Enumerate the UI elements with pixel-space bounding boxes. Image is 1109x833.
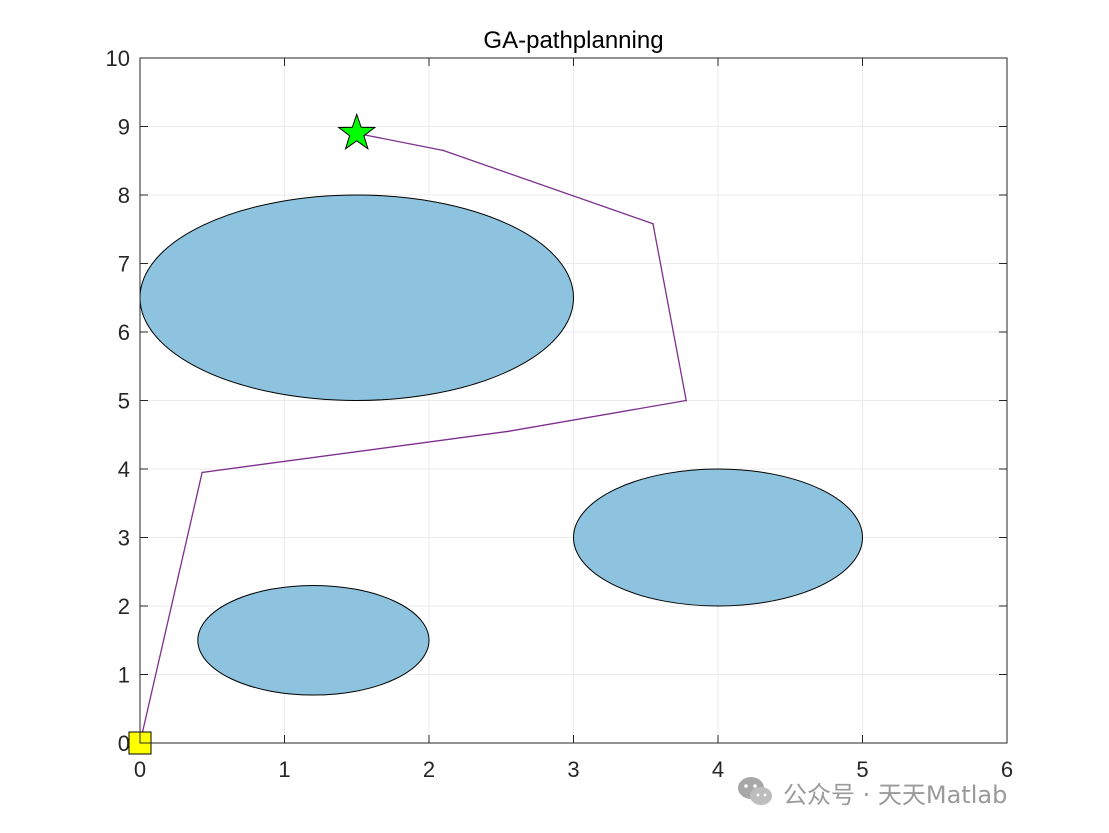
y-tick-label: 3 [118,526,130,551]
obstacle-1 [139,194,574,401]
x-tick-label: 0 [134,757,146,782]
path-point-3 [507,430,510,433]
y-tick-label: 1 [118,663,130,688]
x-tick-label: 2 [423,757,435,782]
goal-marker [337,112,377,150]
obstacle-2 [573,468,863,607]
chart-title: GA-pathplanning [483,27,663,54]
wechat-icon [738,777,772,805]
path-point-4 [685,399,688,402]
obstacle-3 [197,584,430,696]
watermark: 公众号 · 天天Matlab [735,770,1007,814]
watermark-text: 公众号 · 天天Matlab [783,780,1008,809]
path-point-2 [201,471,203,474]
path-point-6 [442,149,445,152]
x-tick-label: 1 [278,757,290,782]
y-tick-label: 7 [118,252,130,277]
x-tick-label: 3 [567,757,579,782]
y-tick-label: 2 [118,594,130,619]
y-tick-label: 9 [118,115,130,140]
y-tick-label: 8 [118,183,130,208]
x-tick-label: 6 [1001,757,1013,782]
path-point-5 [652,222,654,225]
y-tick-label: 0 [118,731,130,756]
y-tick-label: 4 [118,457,130,482]
x-tick-label: 4 [712,757,724,782]
ticks: 0 1 2 3 4 5 6 0 1 2 3 4 5 6 7 8 9 10 [106,46,1014,782]
y-tick-label: 6 [118,320,130,345]
y-tick-label: 10 [106,46,130,71]
x-tick-label: 5 [856,757,868,782]
y-tick-label: 5 [118,389,130,414]
